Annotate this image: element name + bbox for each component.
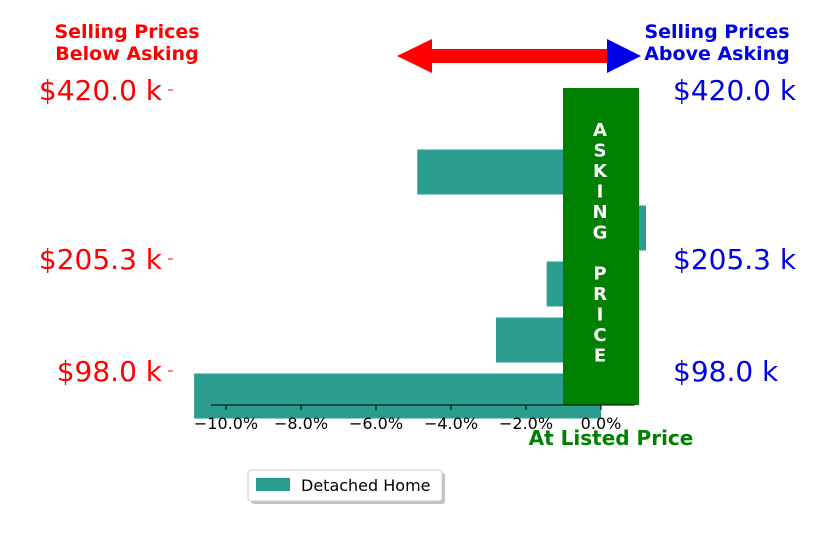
double-arrow-icon	[397, 39, 641, 73]
bar-slot-5	[194, 373, 601, 419]
asking-letter-8: R	[593, 284, 607, 305]
x-tick-label-3: −4.0%	[424, 414, 478, 433]
header-below-line2: Below Asking	[55, 43, 198, 65]
price-label-right-0: $420.0 k	[673, 74, 797, 107]
x-tick-label-4: −2.0%	[499, 414, 553, 433]
legend: Detached Home	[247, 469, 445, 504]
header-above-line2: Above Asking	[644, 43, 790, 65]
at-listed-price-label: At Listed Price	[529, 426, 694, 450]
asking-letter-5: G	[593, 223, 608, 244]
header-below-line1: Selling Prices	[54, 21, 199, 43]
asking-letter-0: A	[593, 120, 607, 141]
x-tick-label-0: −10.0%	[194, 414, 258, 433]
x-tick-label-2: −6.0%	[349, 414, 403, 433]
price-label-left-0: $420.0 k	[39, 74, 163, 107]
asking-letter-7: P	[593, 264, 606, 285]
asking-letter-2: K	[593, 161, 608, 182]
x-tick-label-5: 0.0%	[581, 414, 622, 433]
asking-letter-1: S	[594, 141, 607, 162]
asking-letter-9: I	[597, 305, 604, 326]
asking-letter-11: E	[594, 346, 606, 367]
asking-letter-10: C	[593, 325, 606, 346]
header-above-line1: Selling Prices	[644, 21, 789, 43]
asking-letter-3: I	[597, 182, 604, 203]
price-label-left-1: $205.3 k	[39, 243, 163, 276]
price-label-right-1: $205.3 k	[673, 243, 797, 276]
asking-price-column	[563, 88, 639, 405]
legend-entry-detached-home: Detached Home	[301, 476, 431, 495]
x-tick-label-1: −8.0%	[274, 414, 328, 433]
legend-swatch	[256, 478, 290, 491]
asking-letter-4: N	[592, 202, 607, 223]
price-label-right-2: $98.0 k	[673, 355, 779, 388]
price-labels-group: $420.0 k $420.0 k $205.3 k $205.3 k $98.0 k $…	[39, 74, 797, 388]
x-axis: −10.0% −8.0% −6.0% −4.0% −2.0% 0.0%	[194, 404, 635, 433]
price-label-left-2: $98.0 k	[57, 355, 163, 388]
